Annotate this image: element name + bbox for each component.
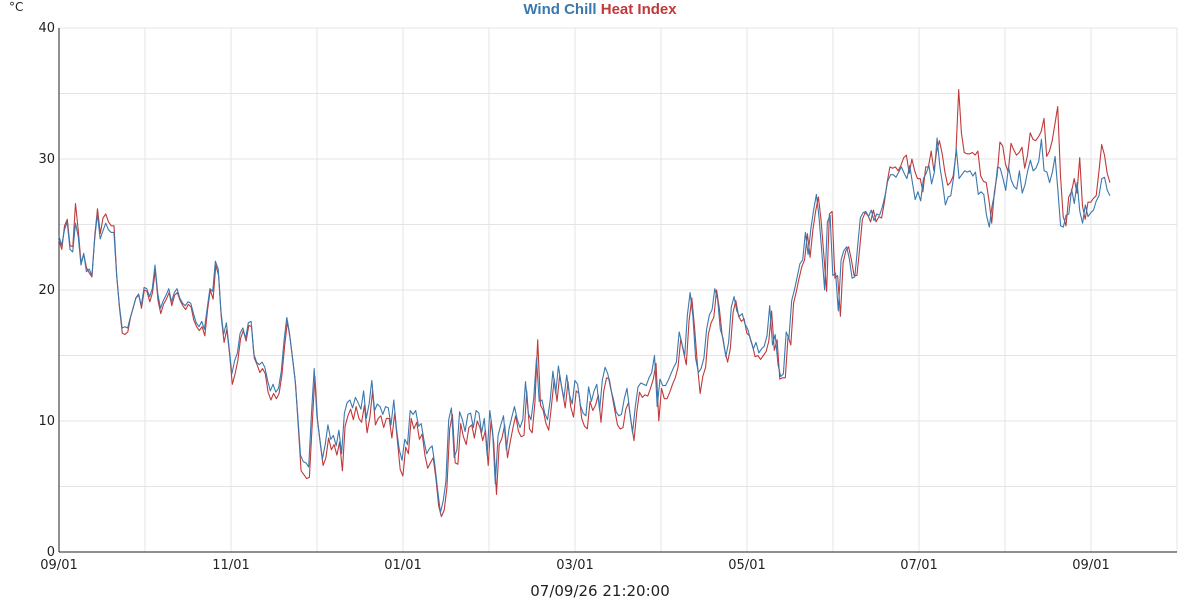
x-tick-label: 07/01 (900, 558, 937, 573)
y-tick-label: 10 (38, 414, 55, 429)
x-tick-label: 09/01 (1072, 558, 1109, 573)
y-tick-label: 30 (38, 152, 55, 167)
wind-chill-line (58, 137, 1111, 514)
title-wind-chill: Wind Chill (523, 1, 597, 18)
x-tick-label: 11/01 (212, 558, 249, 573)
y-tick-label: 0 (47, 545, 55, 560)
heat-index-line (58, 89, 1111, 518)
x-tick-label: 03/01 (556, 558, 593, 573)
x-tick-label: 05/01 (728, 558, 765, 573)
chart-title: Wind Chill Heat Index (0, 0, 1200, 20)
timestamp-footer: 07/09/26 21:20:00 (530, 582, 670, 600)
x-tick-label: 01/01 (384, 558, 421, 573)
y-tick-label: 40 (38, 21, 55, 36)
y-tick-label: 20 (38, 283, 55, 298)
y-unit-label: °C (9, 0, 24, 14)
title-heat-index: Heat Index (600, 1, 677, 18)
x-tick-label: 09/01 (40, 558, 77, 573)
